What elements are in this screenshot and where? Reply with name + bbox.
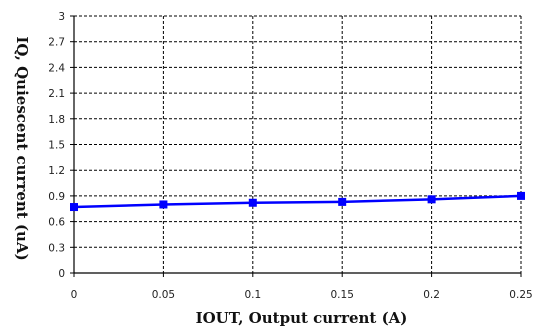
- data-point-marker: [248, 198, 257, 207]
- series-group: [70, 191, 525, 212]
- data-point-marker: [427, 195, 436, 204]
- data-point-marker: [70, 203, 78, 212]
- y-tick-label: 0.3: [48, 242, 65, 254]
- x-tick-label: 0.25: [509, 289, 532, 301]
- y-tick-label: 0.9: [48, 191, 65, 203]
- data-point-marker: [517, 191, 525, 200]
- x-tick-label: 0.2: [423, 289, 440, 301]
- y-tick-labels: 0 0.3 0.6 0.9 1.2 1.5 1.8 2.1 2.4 2.7 3: [48, 11, 65, 280]
- series-line: [73, 194, 522, 209]
- y-tick-label: 2.1: [48, 88, 65, 100]
- y-tick-label: 2.7: [48, 37, 65, 49]
- y-tick-label: 1.2: [48, 165, 65, 177]
- y-tick-label: 3: [58, 11, 65, 23]
- y-tick-label: 2.4: [48, 62, 65, 74]
- y-tick-label: 0.6: [48, 217, 65, 229]
- x-axis-title: IOUT, Output current (A): [196, 309, 408, 327]
- y-tick-label: 1.5: [48, 140, 65, 152]
- data-point-marker: [338, 197, 347, 206]
- x-tick-labels: 0 0.05 0.1 0.15 0.2 0.25: [71, 289, 533, 301]
- data-point-marker: [159, 200, 168, 209]
- y-axis-title: IQ, Quiescent current (uA): [13, 36, 31, 260]
- gridlines: [74, 15, 522, 273]
- x-tick-label: 0.1: [244, 289, 261, 301]
- y-tick-label: 1.8: [48, 114, 65, 126]
- x-tick-label: 0: [71, 289, 78, 301]
- y-tick-label: 0: [58, 268, 65, 280]
- x-tick-label: 0.15: [331, 289, 354, 301]
- x-tick-label: 0.05: [152, 289, 175, 301]
- axes: [70, 15, 522, 277]
